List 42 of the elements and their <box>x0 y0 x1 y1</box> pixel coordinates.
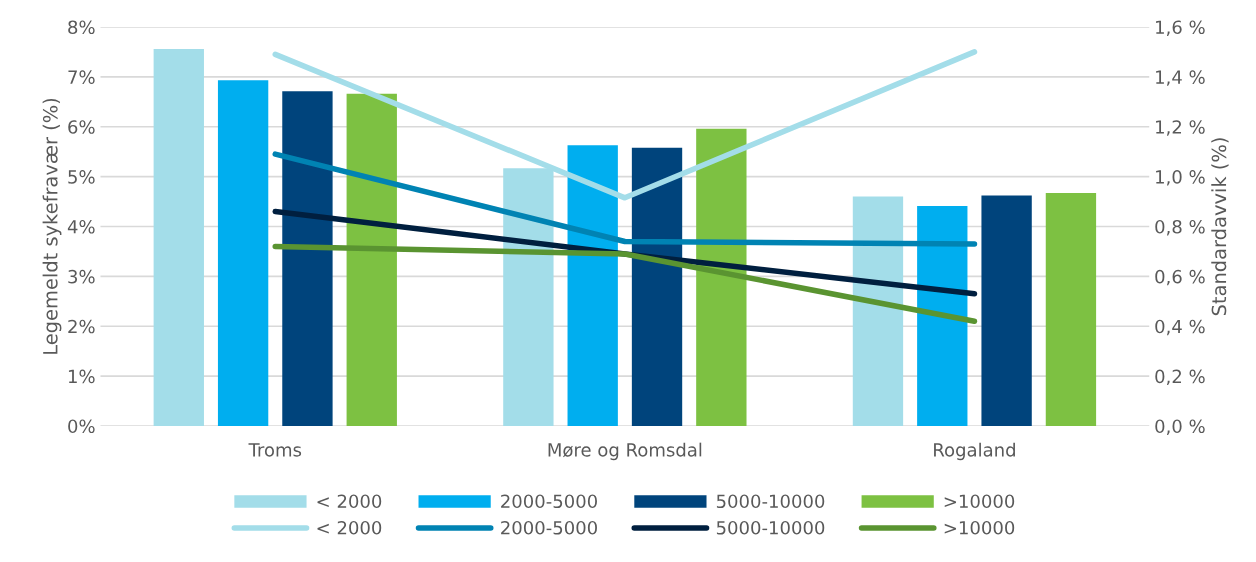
y2-tick-label: 1,4 % <box>1156 70 1205 86</box>
y-tick-label: 3% <box>68 269 95 284</box>
legend-label: 2000-5000 <box>501 520 597 535</box>
y-tick-label: 6% <box>68 120 95 134</box>
legend-label: < 2000 <box>317 494 382 509</box>
legend-label: 5000-10000 <box>716 520 825 535</box>
bar <box>153 48 204 426</box>
bar <box>217 80 269 426</box>
bar <box>981 195 1032 426</box>
y-tick-label: 1% <box>68 369 95 384</box>
legend-label: >10000 <box>944 520 1015 535</box>
legend-label: 5000-10000 <box>716 494 825 509</box>
bar <box>696 128 747 426</box>
legend-label: 2000-5000 <box>501 494 597 509</box>
y-tick-label: 5% <box>68 170 95 184</box>
legend-label: >10000 <box>944 494 1015 509</box>
y-tick-label: 8% <box>68 20 95 35</box>
y-tick-label: 7% <box>68 70 95 84</box>
bar <box>917 206 968 426</box>
y2-tick-label: 0,8 % <box>1155 219 1205 236</box>
y-tick-label: 2% <box>68 319 95 334</box>
bar <box>1045 193 1097 426</box>
y-axis-title: Legemeldt sykefravær (%) <box>42 98 62 354</box>
y2-tick-label: 1,2 % <box>1156 120 1205 136</box>
y2-tick-label: 1,6 % <box>1156 20 1205 36</box>
bar <box>346 93 397 426</box>
bar <box>631 147 683 426</box>
legend-label: < 2000 <box>317 520 382 535</box>
y2-tick-label: 0,4 % <box>1155 319 1205 336</box>
y2-tick-label: 0,2 % <box>1155 369 1205 386</box>
x-tick-label: Møre og Romsdal <box>548 442 702 461</box>
y2-tick-label: 0,6 % <box>1155 269 1205 286</box>
bar <box>567 145 618 426</box>
x-tick-label: Rogaland <box>934 442 1015 461</box>
x-tick-label: Troms <box>248 443 302 457</box>
y-tick-label: 4% <box>67 219 95 234</box>
y2-tick-label: 0,0 % <box>1155 419 1205 435</box>
bar <box>282 91 333 426</box>
y2-tick-label: 1,0 % <box>1156 170 1205 186</box>
bar <box>852 196 904 426</box>
y-tick-label: 0% <box>68 419 95 434</box>
y2-axis-title: Standardavvik (%) <box>1211 138 1229 316</box>
